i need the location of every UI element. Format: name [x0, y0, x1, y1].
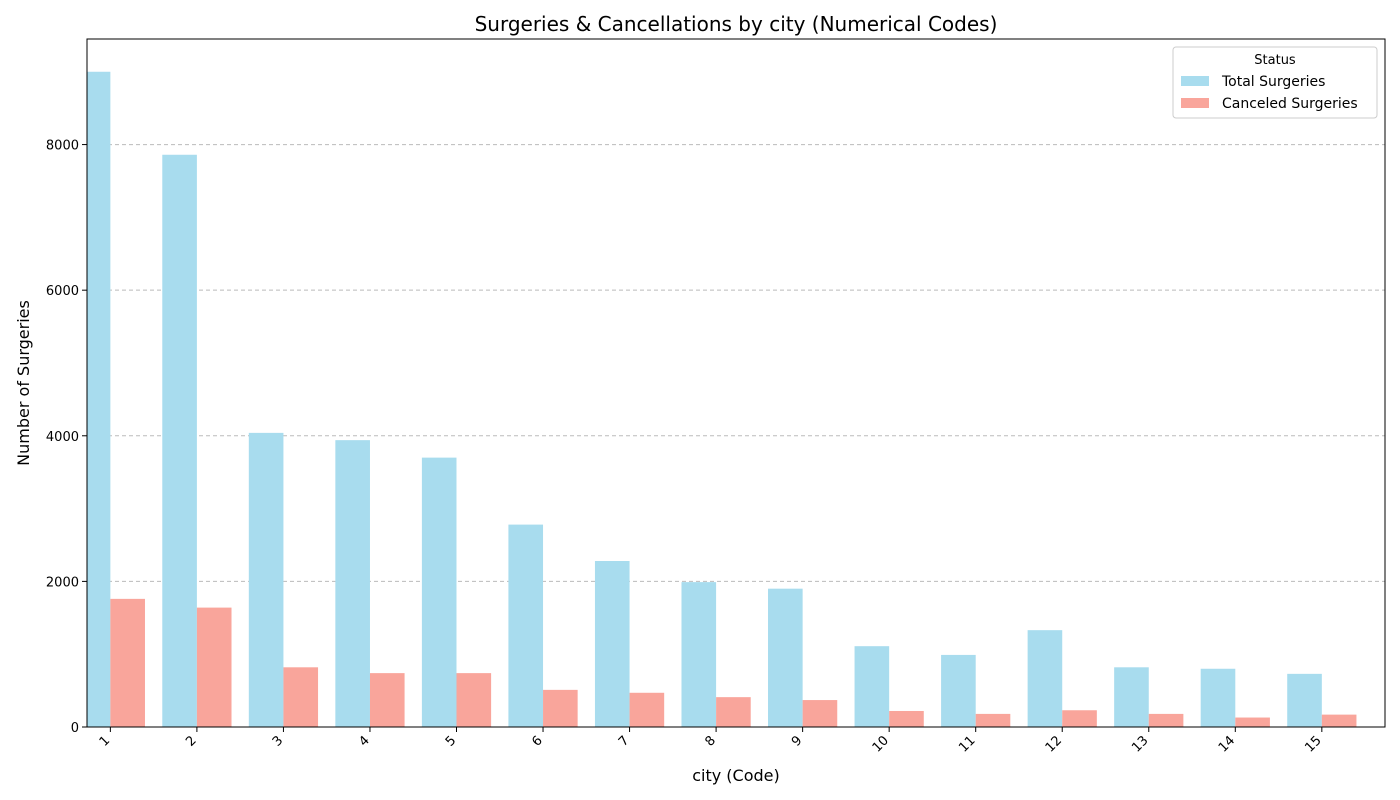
bar-canceled-surgeries	[1321, 714, 1357, 727]
x-axis-ticks: 1 2 3 4 5 6 7 8 9 10 11 12 13 14 15	[97, 727, 1325, 756]
legend-label-canceled-surgeries: Canceled Surgeries	[1222, 96, 1358, 112]
x-tick-label: 11	[956, 733, 978, 755]
bar-total-surgeries	[681, 582, 717, 727]
bar-total-surgeries	[1200, 668, 1236, 727]
bar-canceled-surgeries	[543, 689, 578, 727]
x-tick-label: 5	[443, 733, 459, 749]
bar-total-surgeries	[421, 457, 457, 727]
legend-swatch-canceled-surgeries	[1181, 98, 1209, 108]
bar-total-surgeries	[248, 432, 284, 727]
x-tick-label: 2	[183, 733, 199, 749]
bar-canceled-surgeries	[802, 700, 838, 727]
bar-canceled-surgeries	[369, 673, 405, 727]
chart-title: Surgeries & Cancellations by city (Numer…	[475, 12, 998, 36]
bar-total-surgeries	[941, 654, 976, 727]
bars	[87, 71, 1357, 727]
bar-canceled-surgeries	[975, 713, 1011, 727]
y-tick-label: 8000	[46, 139, 79, 154]
legend-label-total-surgeries: Total Surgeries	[1221, 74, 1325, 90]
bar-canceled-surgeries	[889, 710, 924, 727]
legend: Status Total Surgeries Canceled Surgerie…	[1172, 46, 1378, 119]
y-axis-ticks: 0 2000 4000 6000 8000	[46, 139, 87, 736]
x-tick-label: 10	[870, 733, 892, 755]
x-tick-label: 13	[1129, 733, 1151, 755]
y-tick-label: 4000	[46, 430, 79, 445]
bar-canceled-surgeries	[283, 667, 319, 727]
x-axis-label: city (Code)	[692, 766, 780, 785]
bar-total-surgeries	[854, 646, 890, 727]
bar-canceled-surgeries	[110, 598, 145, 727]
bar-total-surgeries	[335, 440, 370, 727]
plot-frame	[86, 38, 1386, 728]
bar-total-surgeries	[1287, 673, 1322, 727]
bar-total-surgeries	[768, 588, 803, 727]
legend-title: Status	[1254, 53, 1296, 68]
legend-swatch-total-surgeries	[1181, 76, 1209, 86]
x-tick-label: 6	[529, 733, 545, 749]
x-tick-label: 15	[1302, 733, 1324, 755]
x-tick-label: 9	[789, 733, 805, 749]
bar-canceled-surgeries	[456, 673, 492, 727]
x-tick-label: 14	[1216, 733, 1238, 755]
y-tick-label: 6000	[46, 284, 79, 299]
x-tick-label: 7	[616, 733, 632, 749]
bar-canceled-surgeries	[716, 697, 751, 727]
bar-total-surgeries	[1027, 630, 1063, 727]
bar-canceled-surgeries	[1062, 710, 1097, 727]
x-tick-label: 8	[702, 733, 718, 749]
y-axis-label: Number of Surgeries	[14, 300, 33, 466]
bar-canceled-surgeries	[1148, 713, 1184, 727]
x-tick-label: 12	[1043, 733, 1065, 755]
bar-total-surgeries	[162, 154, 197, 727]
bar-canceled-surgeries	[196, 607, 232, 727]
x-tick-label: 4	[356, 733, 372, 749]
y-tick-label: 2000	[46, 575, 79, 590]
bar-canceled-surgeries	[1235, 717, 1270, 727]
bar-canceled-surgeries	[629, 692, 665, 727]
legend-box	[1172, 46, 1378, 119]
bar-total-surgeries	[594, 561, 630, 727]
bar-total-surgeries	[87, 71, 111, 727]
x-tick-label: 1	[97, 733, 113, 749]
grid-lines	[87, 144, 1385, 582]
bar-total-surgeries	[508, 524, 544, 727]
y-tick-label: 0	[71, 721, 79, 736]
bar-total-surgeries	[1114, 667, 1149, 727]
x-tick-label: 3	[270, 733, 286, 749]
